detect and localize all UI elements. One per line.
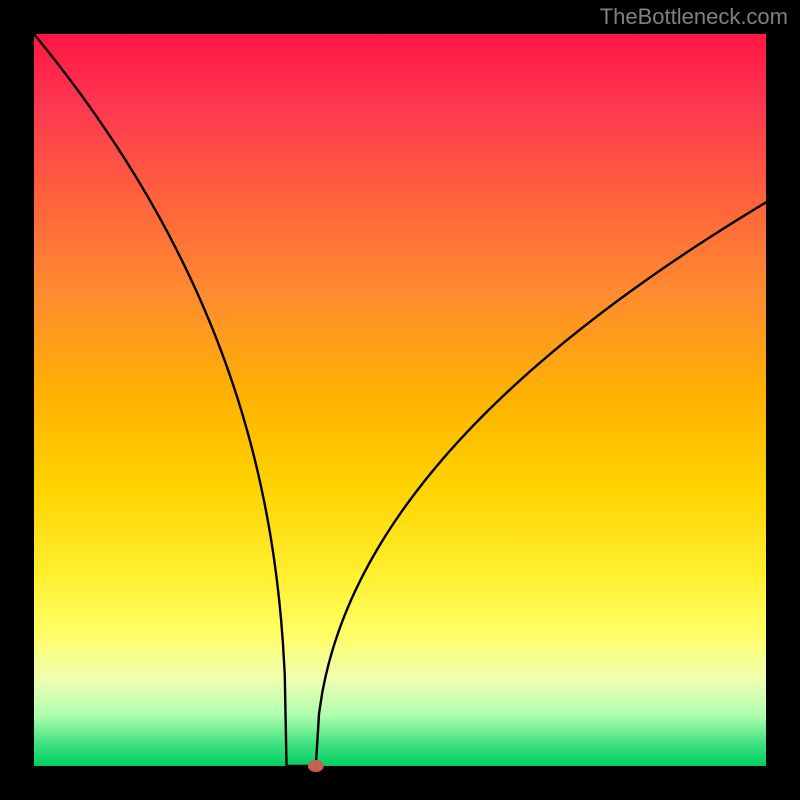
optimum-marker xyxy=(308,760,324,772)
chart-plot-area xyxy=(34,34,766,766)
curve-path xyxy=(34,34,766,766)
watermark-text: TheBottleneck.com xyxy=(600,4,788,30)
bottleneck-curve xyxy=(34,34,766,766)
